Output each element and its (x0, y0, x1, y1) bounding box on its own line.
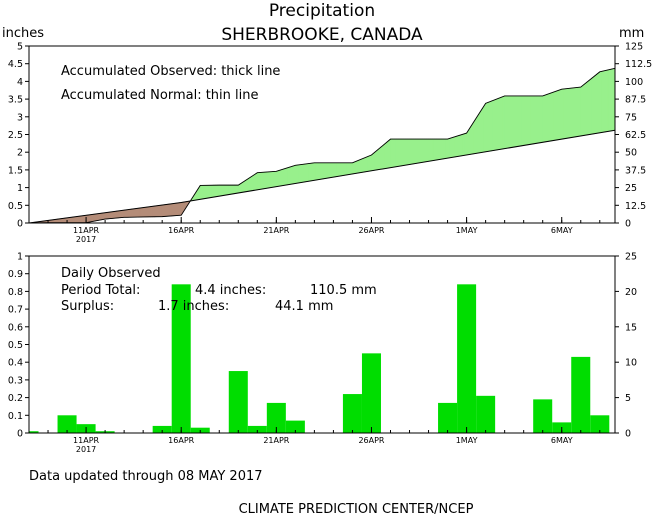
daily-left-tick-label: 1 (17, 252, 23, 263)
accumulated-right-tick-label: 125 (625, 42, 643, 53)
surplus-label: Surplus: (61, 299, 114, 314)
period-total-inches: 4.4 inches: (195, 283, 266, 298)
daily-observed-label: Daily Observed (61, 266, 161, 281)
accumulated-right-tick-label: 75 (625, 112, 637, 123)
accumulated-left-tick-label: 2 (17, 148, 23, 159)
daily-precip-bar (438, 402, 458, 433)
period-total-mm: 110.5 mm (310, 283, 377, 298)
right-axis-unit: mm (619, 26, 644, 41)
daily-left-tick-label: 0.5 (8, 340, 23, 351)
daily-precip-bar (476, 395, 496, 433)
daily-left-tick-label: 0.8 (8, 287, 23, 298)
daily-right-tick-label: 5 (625, 393, 631, 404)
accumulated-x-tick-sublabel: 2017 (76, 235, 96, 244)
daily-x-tick-label: 11APR (73, 436, 99, 445)
daily-left-tick-label: 0.6 (8, 322, 23, 333)
left-axis-unit: inches (2, 26, 44, 41)
daily-right-tick-label: 10 (625, 358, 637, 369)
accumulated-left-tick-label: 5 (17, 42, 23, 53)
daily-precip-bar (57, 415, 77, 433)
accumulated-left-tick-label: 4 (17, 77, 23, 88)
accumulated-x-tick-label: 26APR (358, 226, 384, 235)
accumulated-left-tick-label: 3.5 (8, 95, 23, 106)
accumulated-axes: 00.511.522.533.544.55012.52537.55062.575… (8, 42, 652, 245)
accumulated-right-tick-label: 62.5 (625, 130, 646, 141)
observed-legend-note: Accumulated Observed: thick line (61, 64, 280, 79)
daily-right-tick-label: 25 (625, 252, 637, 263)
accumulated-left-tick-label: 2.5 (8, 130, 23, 141)
daily-precip-bar (571, 356, 591, 433)
daily-x-tick-label: 1MAY (456, 436, 478, 445)
chart-title: Precipitation (269, 1, 375, 21)
daily-x-tick-label: 16APR (168, 436, 194, 445)
accumulated-left-tick-label: 4.5 (8, 59, 23, 70)
daily-right-tick-label: 20 (625, 287, 637, 298)
daily-precip-bar (152, 425, 172, 433)
daily-precip-bar (361, 353, 381, 433)
accumulated-left-tick-label: 0 (17, 219, 23, 230)
daily-x-tick-sublabel: 2017 (76, 445, 96, 454)
accumulated-x-tick-label: 16APR (168, 226, 194, 235)
accumulated-x-tick-label: 1MAY (456, 226, 478, 235)
accumulated-left-tick-label: 1 (17, 183, 23, 194)
accumulated-left-tick-label: 1.5 (8, 165, 23, 176)
daily-left-tick-label: 0.9 (8, 269, 23, 280)
data-updated-note: Data updated through 08 MAY 2017 (29, 469, 263, 484)
daily-left-tick-label: 0 (17, 429, 23, 440)
accumulated-right-tick-label: 112.5 (625, 59, 652, 70)
accumulated-left-tick-label: 0.5 (8, 201, 23, 212)
daily-x-tick-label: 26APR (358, 436, 384, 445)
daily-x-tick-label: 6MAY (551, 436, 573, 445)
daily-axes: 00.10.20.30.40.50.60.70.80.9105101520251… (8, 252, 637, 455)
daily-precip-bar (29, 431, 39, 433)
accumulated-right-tick-label: 0 (625, 219, 631, 230)
surplus-mm: 44.1 mm (275, 299, 333, 314)
accumulated-right-tick-label: 50 (625, 148, 637, 159)
accumulated-normal-line (28, 129, 616, 224)
daily-x-tick-label: 21APR (263, 436, 289, 445)
daily-precip-bar (247, 425, 267, 433)
accumulated-right-tick-label: 37.5 (625, 165, 646, 176)
daily-left-tick-label: 0.2 (8, 393, 23, 404)
credit-line: CLIMATE PREDICTION CENTER/NCEP (239, 502, 474, 517)
accumulated-x-tick-label: 11APR (73, 226, 99, 235)
accumulated-right-tick-label: 87.5 (625, 95, 646, 106)
accumulated-right-tick-label: 12.5 (625, 201, 646, 212)
chart-subtitle: SHERBROOKE, CANADA (221, 25, 423, 45)
accumulated-right-tick-label: 25 (625, 183, 637, 194)
daily-right-tick-label: 15 (625, 322, 637, 333)
normal-legend-note: Accumulated Normal: thin line (61, 88, 259, 103)
daily-left-tick-label: 0.7 (8, 305, 23, 316)
daily-precip-bar (266, 402, 286, 433)
daily-precip-bar (285, 420, 305, 433)
daily-precip-bar (228, 371, 248, 433)
accumulated-right-tick-label: 100 (625, 77, 643, 88)
daily-precip-bar (171, 284, 191, 433)
accumulated-line-layer (28, 67, 616, 224)
daily-precip-bar (533, 399, 553, 433)
daily-right-tick-label: 0 (625, 429, 631, 440)
daily-panel: 00.10.20.30.40.50.60.70.80.9105101520251… (8, 252, 637, 455)
daily-precip-bar (342, 394, 362, 433)
accumulated-x-tick-label: 6MAY (551, 226, 573, 235)
daily-precip-bar (590, 415, 610, 433)
surplus-inches: 1.7 inches: (158, 299, 229, 314)
daily-left-tick-label: 0.3 (8, 375, 23, 386)
daily-left-tick-label: 0.1 (8, 411, 23, 422)
accumulated-x-tick-label: 21APR (263, 226, 289, 235)
daily-left-tick-label: 0.4 (8, 358, 23, 369)
accumulated-left-tick-label: 3 (17, 112, 23, 123)
accumulated-observed-line (28, 67, 616, 224)
daily-precip-bar (457, 284, 477, 433)
accumulated-panel: inches mm 00.511.522.533.544.55012.52537… (2, 26, 652, 244)
period-total-label: Period Total: (61, 283, 140, 298)
